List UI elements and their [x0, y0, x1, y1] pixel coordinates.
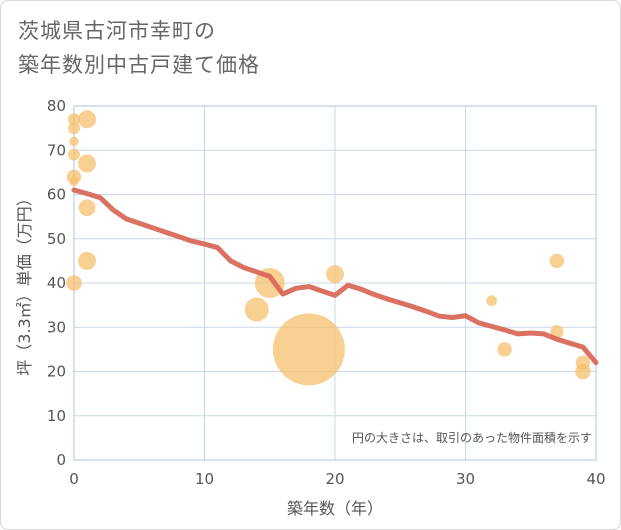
y-tick-label-0: 0 — [56, 451, 66, 469]
bubble-16 — [497, 342, 512, 357]
bubble-15 — [486, 295, 497, 307]
bubble-0 — [68, 113, 80, 126]
y-tick-label-50: 50 — [47, 230, 66, 248]
bubble-7 — [78, 110, 97, 129]
x-tick-label-0: 0 — [69, 470, 79, 488]
y-tick-label-40: 40 — [47, 274, 66, 292]
y-tick-label-30: 30 — [47, 318, 66, 336]
chart-title-line1: 茨城県古河市幸町の — [18, 19, 216, 43]
y-axis-label: 坪（3.3㎡）単価（万円） — [15, 190, 34, 375]
bubble-8 — [78, 154, 97, 173]
bubble-18 — [550, 325, 564, 339]
bubble-17 — [549, 253, 565, 269]
x-tick-label-20: 20 — [325, 470, 344, 488]
x-tick-label-40: 40 — [586, 470, 605, 488]
y-tick-label-60: 60 — [47, 186, 66, 204]
bubble-5 — [69, 176, 79, 187]
bubbles — [66, 110, 591, 386]
chart-title-line2: 築年数別中古戸建て価格 — [18, 53, 260, 77]
y-tick-label-70: 70 — [47, 141, 66, 159]
size-note: 円の大きさは、取引のあった物件面積を示す — [352, 430, 592, 445]
bubble-13 — [272, 313, 345, 386]
x-tick-label-30: 30 — [456, 470, 475, 488]
y-tick-label-80: 80 — [47, 97, 66, 115]
bubble-11 — [244, 297, 269, 322]
trend-line-group — [71, 187, 599, 366]
bubble-9 — [78, 199, 96, 217]
trend-line — [71, 187, 599, 366]
bubble-2 — [69, 136, 79, 147]
bubble-14 — [326, 265, 344, 284]
y-tick-label-20: 20 — [47, 363, 66, 381]
y-tick-label-10: 10 — [47, 407, 66, 425]
x-axis-label: 築年数（年） — [287, 499, 383, 518]
tick-labels: 0 10 20 30 40 50 60 70 80 0 10 20 30 40 — [47, 97, 606, 488]
bubble-20 — [575, 363, 591, 380]
x-tick-label-10: 10 — [195, 470, 214, 488]
bubble-10 — [78, 251, 97, 270]
bubble-1 — [68, 122, 80, 135]
bubble-3 — [68, 148, 80, 161]
chart-title: 茨城県古河市幸町の 築年数別中古戸建て価格 — [18, 14, 260, 82]
bubble-6 — [66, 275, 82, 291]
